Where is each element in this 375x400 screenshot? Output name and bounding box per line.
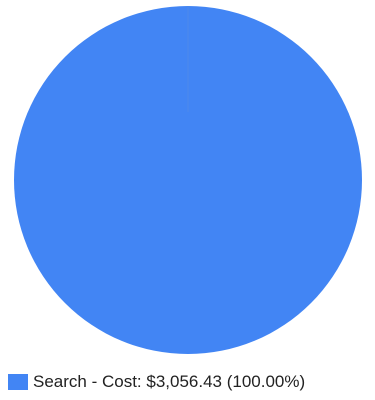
pie-chart-plot xyxy=(14,6,362,354)
pie-slice-0 xyxy=(14,6,362,354)
legend-label-search: Search - Cost: $3,056.43 (100.00%) xyxy=(33,372,306,391)
legend-swatch-search xyxy=(8,374,28,390)
legend: Search - Cost: $3,056.43 (100.00%) xyxy=(8,372,305,392)
